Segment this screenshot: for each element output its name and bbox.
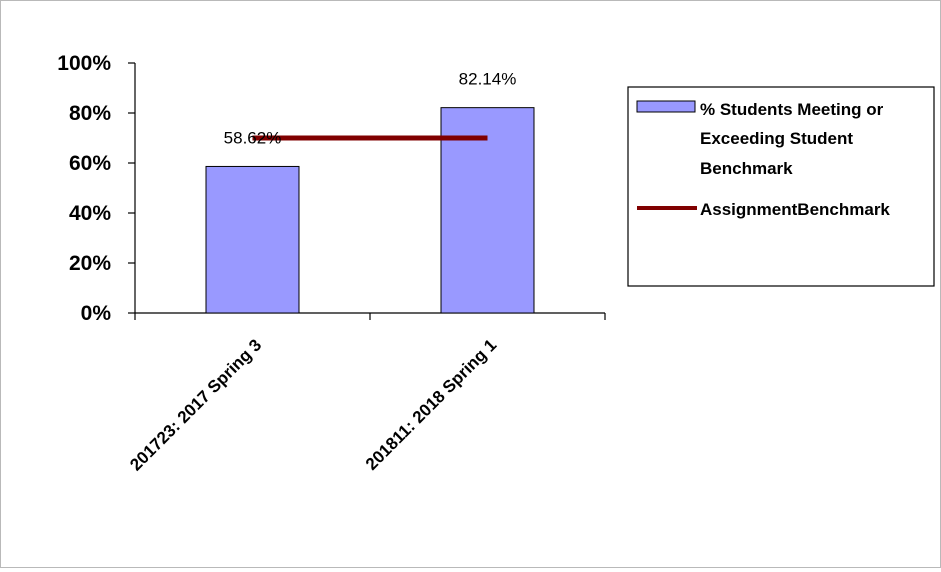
bar <box>440 107 535 314</box>
bar <box>205 165 300 314</box>
bar-series <box>205 107 535 314</box>
y-tick-label: 100% <box>57 52 111 75</box>
x-tick-label: 201811: 2018 Spring 1 <box>362 335 500 473</box>
y-tick-label: 0% <box>81 302 112 325</box>
legend-bar-label-line2: Exceeding Student <box>700 129 853 148</box>
y-tick-label: 80% <box>69 102 111 125</box>
y-tick-label: 20% <box>69 252 111 275</box>
legend-bar-label-line1: % Students Meeting or <box>700 100 884 119</box>
y-tick-label: 40% <box>69 202 111 225</box>
x-tick-label: 201723: 2017 Spring 3 <box>126 335 265 474</box>
legend-bar-swatch <box>636 100 696 113</box>
x-axis-ticks: 201723: 2017 Spring 3 201811: 2018 Spring… <box>126 313 606 474</box>
legend-bar-label-line3: Benchmark <box>700 159 793 178</box>
y-tick-label: 60% <box>69 152 111 175</box>
bar-data-label: 82.14% <box>459 70 517 89</box>
legend: % Students Meeting or Exceeding Student … <box>627 86 935 287</box>
bar-data-label: 58.62% <box>224 128 282 147</box>
legend-line-label: AssignmentBenchmark <box>700 200 890 219</box>
y-axis-ticks: 0% 20% 40% 60% 80% 100% <box>57 52 135 325</box>
legend-box <box>627 86 935 287</box>
data-labels: 58.62% 82.14% <box>224 70 517 148</box>
